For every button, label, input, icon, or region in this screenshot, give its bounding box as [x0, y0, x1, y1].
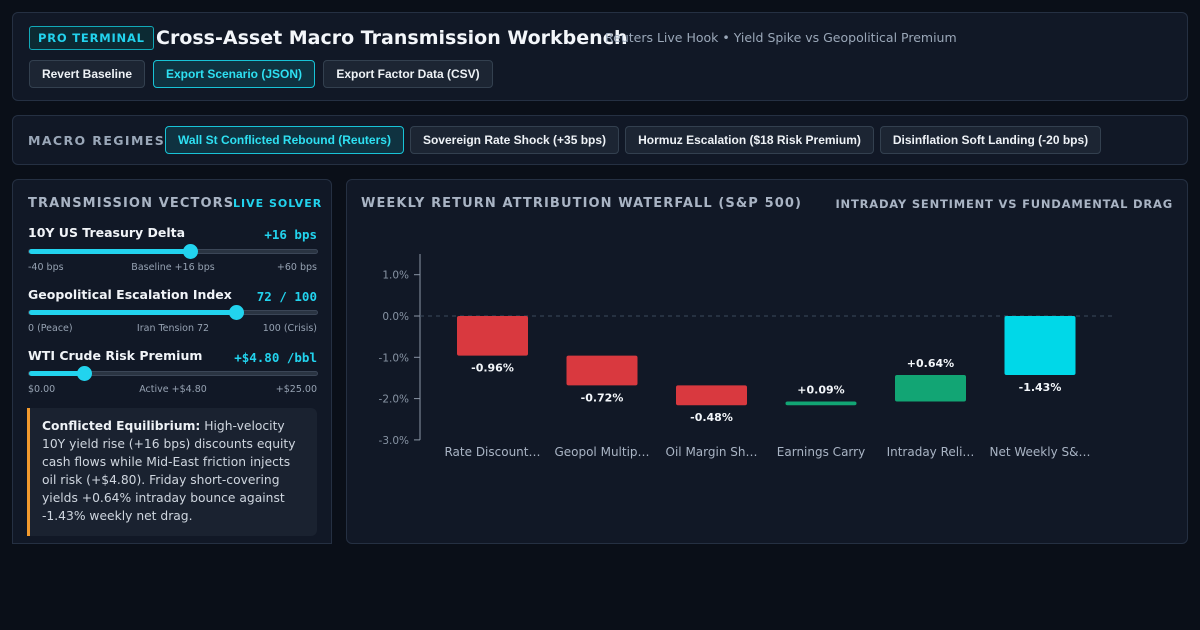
x-category-label: Intraday Reli…: [887, 445, 975, 459]
bar-value-label: -0.48%: [690, 411, 733, 424]
treasury-delta-label: 10Y US Treasury Delta: [28, 225, 186, 240]
wti-premium-slider-thumb[interactable]: [77, 366, 93, 381]
wti-premium-slider-fill: [29, 371, 85, 376]
geopolitical-index-slider[interactable]: [28, 305, 318, 320]
x-category-label: Net Weekly S&…: [990, 445, 1091, 459]
waterfall-bar: [1004, 316, 1076, 376]
wti-premium-label: WTI Crude Risk Premium: [28, 348, 203, 363]
live-solver-tag: LIVE SOLVER: [233, 197, 323, 210]
y-tick-label: 1.0%: [382, 270, 409, 282]
regime-sovereign-rate-shock[interactable]: Sovereign Rate Shock (+35 bps): [410, 126, 619, 154]
y-tick-label: -2.0%: [379, 394, 409, 406]
regime-disinflation-soft-landing[interactable]: Disinflation Soft Landing (-20 bps): [880, 126, 1101, 154]
treasury-delta-value: +16 bps: [264, 227, 317, 242]
bar-value-label: +0.64%: [907, 357, 954, 370]
wti-premium-value: +$4.80 /bbl: [234, 350, 317, 365]
bar-value-label: +0.09%: [797, 383, 844, 396]
revert-baseline-button[interactable]: Revert Baseline: [29, 60, 145, 88]
treasury-delta-slider-thumb[interactable]: [183, 244, 199, 259]
app-subtitle: Reuters Live Hook • Yield Spike vs Geopo…: [605, 30, 957, 45]
y-tick-label: -3.0%: [379, 435, 409, 447]
geopolitical-index-value: 72 / 100: [256, 289, 317, 304]
bar-value-label: -1.43%: [1019, 381, 1062, 394]
header-panel: PRO TERMINAL Cross-Asset Macro Transmiss…: [12, 12, 1188, 101]
geopolitical-index-min-label: 0 (Peace): [28, 323, 73, 334]
treasury-delta-slider-fill: [29, 249, 191, 254]
waterfall-chart-title: WEEKLY RETURN ATTRIBUTION WATERFALL (S&P…: [361, 196, 803, 211]
treasury-delta-slider[interactable]: [28, 244, 318, 259]
macro-regimes-bar: MACRO REGIMES: Wall St Conflicted Reboun…: [12, 115, 1188, 165]
regime-hormuz-escalation[interactable]: Hormuz Escalation ($18 Risk Premium): [625, 126, 874, 154]
app-title: Cross-Asset Macro Transmission Workbench: [156, 27, 628, 49]
y-tick-label: -1.0%: [379, 352, 409, 364]
geopolitical-index-max-label: 100 (Crisis): [262, 323, 317, 334]
transmission-vectors-title: TRANSMISSION VECTORS: [28, 196, 235, 211]
export-scenario-json-button[interactable]: Export Scenario (JSON): [153, 60, 315, 88]
wti-premium-slider[interactable]: [28, 366, 318, 381]
waterfall-chart: 1.0% 0.0% -1.0% -2.0% -3.0% -0.96% Rate Discou…: [379, 254, 1112, 459]
waterfall-chart-panel: WEEKLY RETURN ATTRIBUTION WATERFALL (S&P…: [346, 179, 1188, 544]
wti-premium-min-label: $0.00: [28, 384, 56, 395]
wti-premium-max-label: +$25.00: [275, 384, 317, 395]
waterfall-bar: [895, 375, 966, 402]
geopolitical-index-slider-fill: [29, 310, 237, 315]
waterfall-bar: [566, 355, 638, 386]
treasury-delta-min-label: -40 bps: [28, 262, 64, 273]
equilibrium-note: Conflicted Equilibrium: High-velocity 10…: [27, 408, 317, 536]
geopolitical-index-slider-thumb[interactable]: [229, 305, 245, 320]
bar-value-label: -0.72%: [581, 391, 624, 404]
waterfall-bar: [785, 401, 857, 406]
treasury-delta-max-label: +60 bps: [276, 262, 317, 273]
waterfall-bar: [457, 316, 528, 356]
macro-regimes-label: MACRO REGIMES:: [28, 133, 172, 148]
regime-wall-st-conflicted-rebound[interactable]: Wall St Conflicted Rebound (Reuters): [165, 126, 404, 154]
pro-terminal-badge: PRO TERMINAL: [29, 26, 154, 50]
waterfall-bar: [676, 385, 747, 406]
transmission-vectors-panel: TRANSMISSION VECTORS LIVE SOLVER 10Y US …: [12, 179, 332, 544]
export-factor-data-csv-button[interactable]: Export Factor Data (CSV): [323, 60, 493, 88]
x-category-label: Geopol Multip…: [554, 445, 649, 459]
x-category-label: Earnings Carry: [777, 445, 865, 459]
equilibrium-note-text: High-velocity 10Y yield rise (+16 bps) d…: [42, 419, 296, 523]
equilibrium-note-title: Conflicted Equilibrium:: [42, 419, 201, 433]
chart-context-label: INTRADAY SENTIMENT VS FUNDAMENTAL DRAG: [835, 197, 1173, 211]
wti-premium-mid-label: Active +$4.80: [139, 384, 207, 395]
y-tick-label: 0.0%: [382, 311, 409, 323]
geopolitical-index-label: Geopolitical Escalation Index: [28, 287, 232, 302]
x-category-label: Oil Margin Sh…: [666, 445, 758, 459]
x-category-label: Rate Discount…: [444, 445, 540, 459]
geopolitical-index-mid-label: Iran Tension 72: [136, 323, 210, 334]
bar-value-label: -0.96%: [471, 362, 514, 375]
treasury-delta-mid-label: Baseline +16 bps: [131, 262, 215, 273]
